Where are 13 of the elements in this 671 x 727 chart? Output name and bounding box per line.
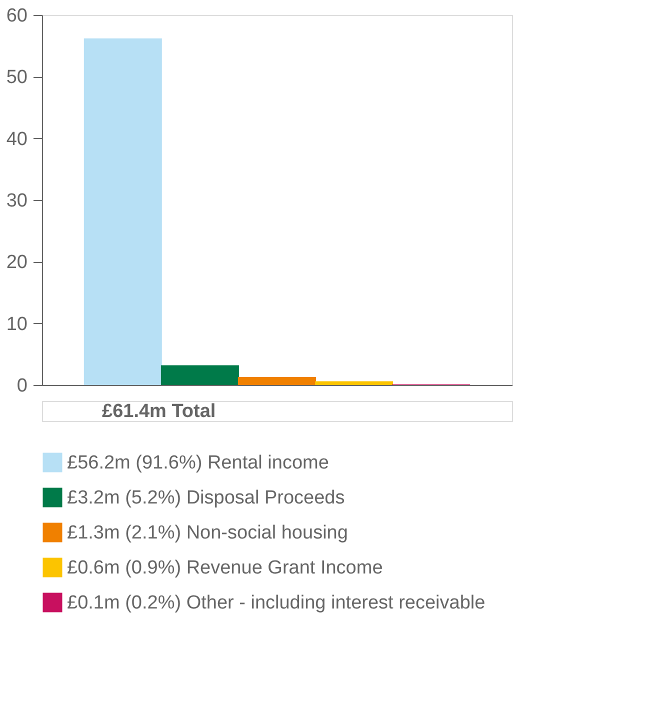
y-tick-label: 30 <box>6 190 28 212</box>
legend-label: £1.3m (2.1%) Non-social housing <box>67 522 348 544</box>
legend-label: £0.6m (0.9%) Revenue Grant Income <box>67 558 383 578</box>
y-tick-label: 20 <box>6 252 28 274</box>
text: £61.4m Total <box>102 401 216 422</box>
legend-label: £0.1m (0.2%) Other - including interest receivable <box>67 592 486 614</box>
y-tick-label: 0 <box>16 376 28 396</box>
legend-label: £56.2m (91.6%) Rental income <box>67 452 329 474</box>
legend-label: £3.2m (5.2%) Disposal Proceeds <box>67 488 345 508</box>
y-tick-label: 10 <box>6 314 28 335</box>
y-tick-label: 50 <box>6 67 28 88</box>
y-tick-label: 40 <box>6 128 28 150</box>
y-tick-label: 60 <box>6 6 28 26</box>
